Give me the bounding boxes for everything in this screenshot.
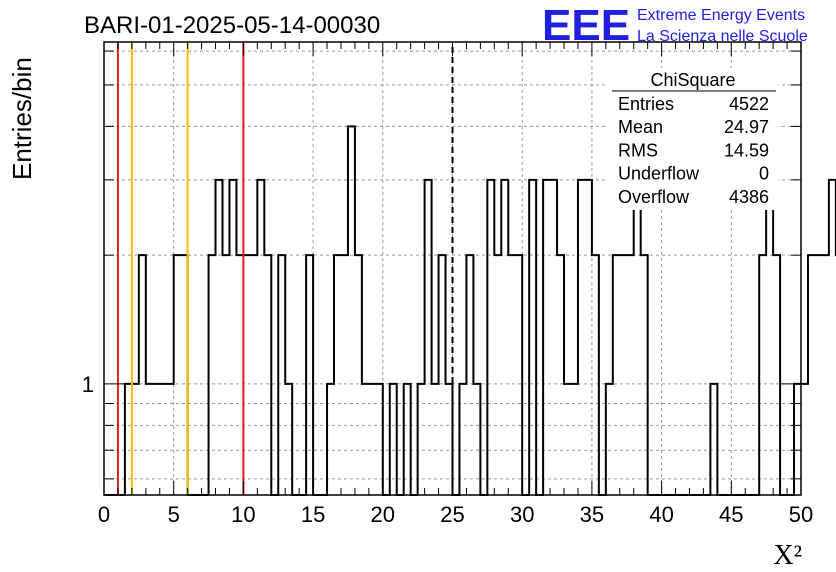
x-tick-label: 40 <box>649 502 673 527</box>
stats-box-title: ChiSquare <box>650 70 735 90</box>
histogram-series <box>104 125 836 496</box>
eee-logo-mark: EEE <box>542 1 630 50</box>
stats-value: 14.59 <box>724 140 769 160</box>
stats-box: ChiSquare Entries 4522 Mean 24.97 RMS 14.59 Un… <box>608 68 778 210</box>
chart-title: BARI-01-2025-05-14-00030 <box>84 12 380 39</box>
stats-label: Underflow <box>618 164 700 184</box>
stats-value: 0 <box>759 164 769 184</box>
x-tick-label: 50 <box>789 502 813 527</box>
stats-value: 4386 <box>729 187 769 207</box>
stats-box-background <box>608 68 778 210</box>
x-tick-label: 25 <box>440 502 464 527</box>
x-tick-label: 0 <box>98 502 110 527</box>
tick-labels: 0 5 10 15 20 25 30 35 40 45 50 1 <box>82 372 813 527</box>
x-tick-label: 35 <box>580 502 604 527</box>
x-axis-label: X² <box>773 540 802 571</box>
stats-rows: Entries 4522 Mean 24.97 RMS 14.59 Underflow 0 Ov… <box>618 94 769 207</box>
x-tick-label: 45 <box>719 502 743 527</box>
x-tick-label: 15 <box>301 502 325 527</box>
axis-ticks <box>103 42 802 495</box>
stats-label: Mean <box>618 117 663 137</box>
y-tick-label: 1 <box>82 372 94 397</box>
eee-logo-line2: La Scienza nelle Scuole <box>637 28 808 45</box>
stats-value: 24.97 <box>724 117 769 137</box>
y-axis-label: Entries/bin <box>7 57 37 180</box>
stats-label: RMS <box>618 140 658 160</box>
eee-logo: EEE Extreme Energy Events La Scienza nel… <box>542 1 808 50</box>
histogram-line <box>104 125 836 496</box>
eee-logo-line1: Extreme Energy Events <box>637 7 805 24</box>
x-tick-label: 30 <box>510 502 534 527</box>
stats-label: Entries <box>618 94 674 114</box>
x-tick-label: 20 <box>371 502 395 527</box>
stats-label: Overflow <box>618 187 690 207</box>
x-tick-label: 5 <box>168 502 180 527</box>
stats-value: 4522 <box>729 94 769 114</box>
reference-lines <box>116 42 454 495</box>
x-tick-label: 10 <box>231 502 255 527</box>
